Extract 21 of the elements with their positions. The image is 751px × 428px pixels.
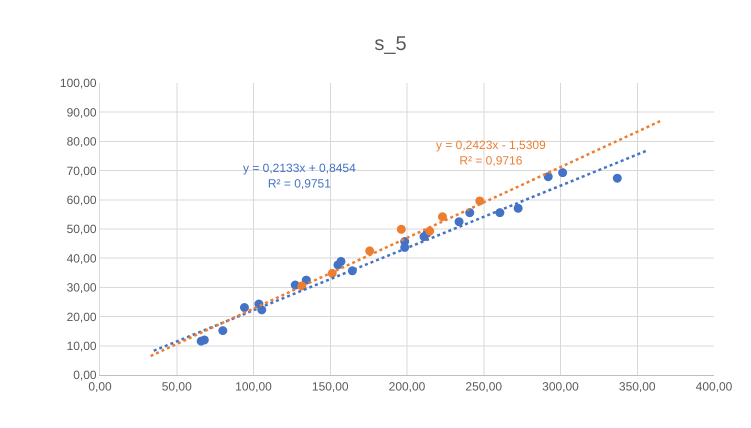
x-tick-label: 400,00 (696, 379, 733, 394)
y-tick-label: 40,00 (66, 251, 97, 266)
y-tick-label: 80,00 (66, 134, 97, 149)
y-tick-label: 70,00 (66, 164, 97, 178)
y-tick-label: 100,00 (60, 76, 97, 90)
x-tick-label: 100,00 (235, 379, 272, 394)
chart-title: s_5 (374, 32, 407, 55)
annotation: y = 0,2133x + 0,8454 R² = 0,9751 (243, 161, 356, 191)
x-tick-label: 150,00 (312, 379, 349, 394)
x-tick-label: 200,00 (388, 379, 426, 394)
y-tick-label: 90,00 (66, 105, 97, 120)
x-tick-label: 300,00 (542, 379, 580, 394)
annotation: y = 0,2423x - 1,5309 R² = 0,9716 (436, 138, 546, 168)
y-tick-label: 50,00 (66, 222, 97, 236)
x-tick-label: 250,00 (465, 379, 502, 394)
x-tick-label: 350,00 (618, 379, 656, 394)
x-tick-label: 50,00 (162, 379, 192, 394)
y-tick-label: 60,00 (66, 193, 97, 207)
y-tick-label: 10,00 (66, 339, 97, 353)
y-tick-label: 30,00 (66, 280, 97, 295)
y-tick-label: 20,00 (66, 310, 97, 324)
